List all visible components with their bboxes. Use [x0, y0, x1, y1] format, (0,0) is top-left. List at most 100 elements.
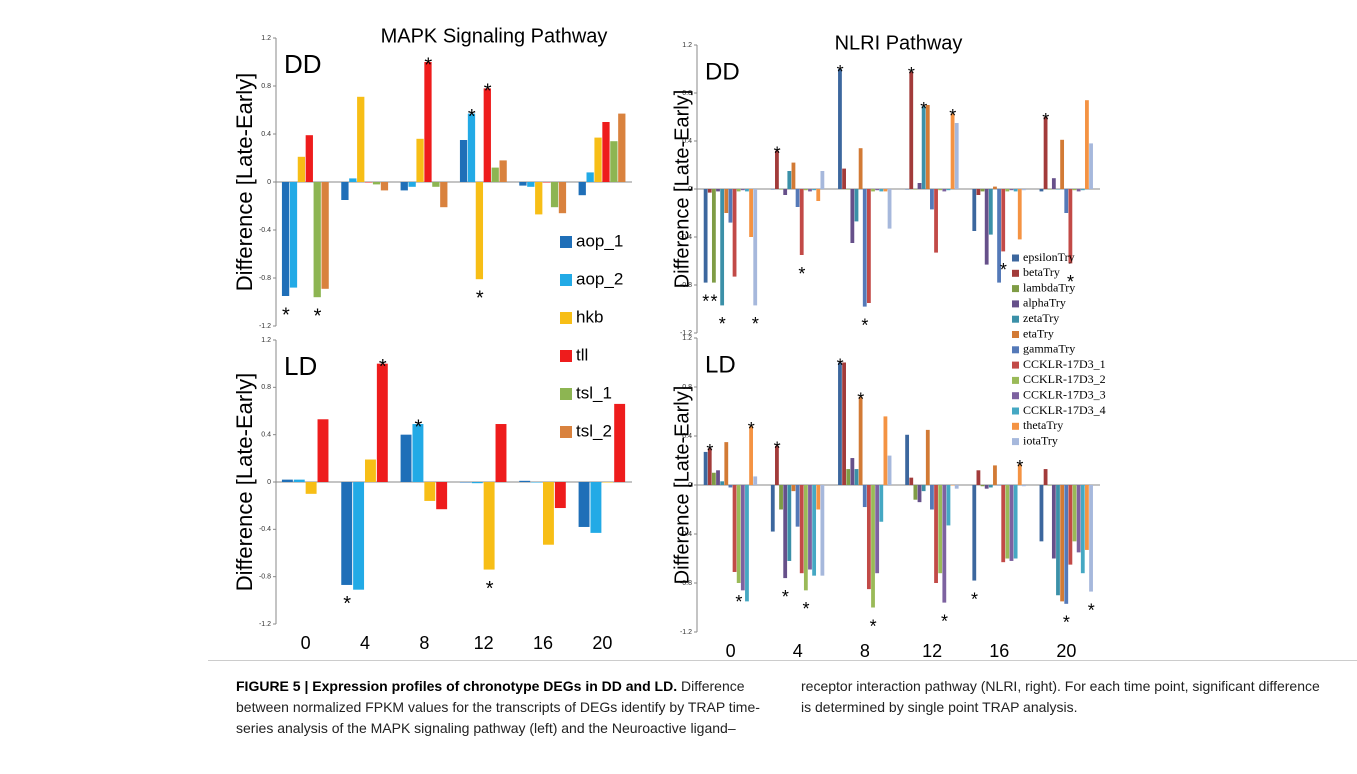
bar [838, 362, 842, 485]
x-tick-label: 16 [533, 633, 553, 653]
bar [842, 362, 846, 485]
bar [424, 62, 432, 182]
bar [293, 479, 305, 482]
y-tick-label: -0.4 [680, 531, 692, 538]
bar [799, 485, 804, 574]
y-axis-label: Difference [Late-Early] [232, 373, 257, 591]
bar [716, 470, 720, 485]
bar [795, 189, 800, 207]
bar [720, 189, 725, 306]
y-tick-label: -1.2 [259, 621, 271, 628]
bar [925, 105, 930, 189]
bar [602, 122, 610, 182]
legend-label: aop_1 [576, 231, 623, 250]
bar [783, 189, 788, 195]
bar [980, 189, 985, 192]
significance-marker: * [941, 611, 948, 631]
bar [913, 189, 918, 190]
bar [1001, 189, 1006, 252]
bar [707, 189, 712, 193]
y-tick-label: 0.8 [682, 90, 692, 97]
y-tick-label: 0.8 [682, 384, 692, 391]
bar [321, 182, 329, 289]
bar [938, 485, 943, 574]
significance-marker: * [1063, 613, 1070, 633]
bar [745, 189, 749, 192]
bar [862, 485, 867, 508]
bar [770, 485, 775, 532]
bar [909, 71, 914, 189]
y-tick-label: 0 [688, 186, 692, 193]
significance-marker: * [476, 287, 484, 309]
bar [997, 189, 1001, 283]
bar [779, 189, 783, 190]
y-axis-label: Difference [Late-Early] [671, 90, 693, 289]
bar [775, 445, 779, 485]
bar [846, 189, 851, 190]
bar [816, 189, 821, 201]
bar [1076, 485, 1081, 553]
bar [711, 189, 716, 283]
bar [1013, 189, 1018, 192]
significance-marker: * [908, 64, 915, 84]
bar [380, 182, 389, 191]
x-tick-label: 4 [360, 633, 370, 653]
bar [770, 189, 775, 190]
bar [913, 485, 918, 500]
bar [483, 482, 495, 570]
y-axis-label: Difference [Late-Early] [232, 73, 257, 291]
bar [954, 123, 959, 189]
bar [1072, 485, 1077, 542]
bar [1009, 485, 1014, 561]
legend-label: zetaTry [1023, 311, 1059, 325]
separator [208, 660, 1357, 661]
y-tick-label: 0 [688, 482, 692, 489]
bar [341, 182, 349, 200]
legend-swatch [560, 274, 572, 286]
significance-marker: * [706, 441, 713, 461]
legend-swatch [1012, 392, 1019, 400]
bar [887, 455, 892, 485]
significance-marker: * [837, 355, 844, 375]
bar [775, 150, 779, 189]
bar [1047, 485, 1052, 486]
bar [732, 189, 737, 277]
bar [938, 189, 943, 191]
bar [871, 485, 875, 608]
legend-swatch [1012, 254, 1019, 262]
bar [1021, 485, 1026, 487]
x-tick-label: 0 [726, 641, 736, 660]
bar [1085, 485, 1089, 550]
bar [495, 424, 507, 482]
bar [353, 482, 365, 590]
y-tick-label: 1.2 [682, 42, 692, 49]
bar [1056, 485, 1060, 596]
legend-swatch [1012, 331, 1019, 338]
bar [543, 182, 551, 183]
bar [858, 396, 863, 485]
significance-marker: * [837, 62, 844, 82]
y-tick-label: 0.8 [261, 83, 271, 90]
bar [703, 189, 708, 283]
legend-label: alphaTry [1023, 296, 1066, 310]
bar [1005, 485, 1010, 559]
bar [925, 429, 930, 485]
y-tick-label: 0.4 [682, 138, 692, 145]
bar [917, 183, 922, 189]
significance-marker: * [719, 314, 726, 334]
bar [1072, 189, 1077, 191]
legend-swatch [1012, 269, 1019, 277]
bar [618, 113, 626, 182]
significance-marker: * [1067, 272, 1074, 292]
bar [862, 189, 867, 307]
bar [365, 182, 373, 183]
bar [740, 189, 745, 191]
significance-marker: * [1042, 110, 1049, 130]
legend-label: tll [576, 345, 588, 364]
bar [787, 485, 792, 561]
bar [783, 485, 788, 579]
x-tick-label: 16 [989, 641, 1009, 660]
bar [543, 482, 554, 545]
panel-label: LD [284, 351, 317, 381]
bar [527, 182, 535, 187]
